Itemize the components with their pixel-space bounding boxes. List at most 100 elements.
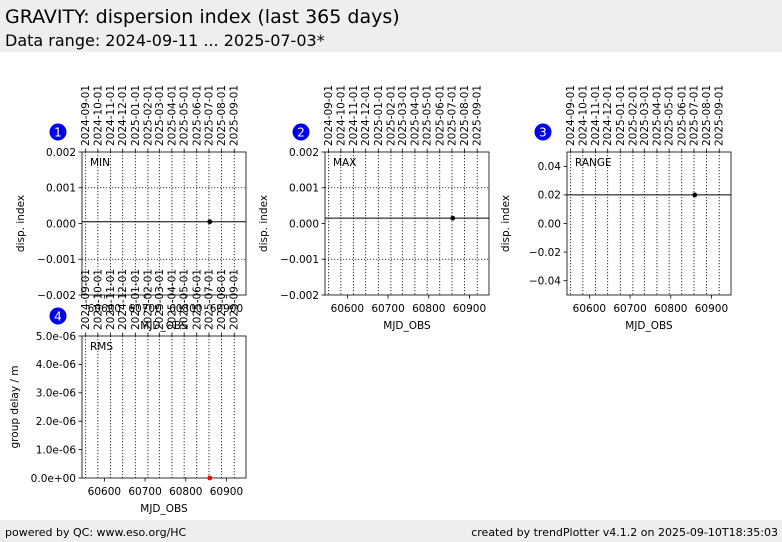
x-tick-label: 60600 [331, 303, 364, 315]
footer-created-by: created by trendPlotter v4.1.2 on 2025-0… [471, 526, 778, 539]
date-tick-label: 2025-09-01 [472, 85, 484, 146]
footer-powered-by: powered by QC: www.eso.org/HC [5, 526, 187, 539]
chart-panel-1: 2024-09-01 2024-10-01 2024-11-01 2024-12-01… [15, 85, 247, 332]
data-point [450, 215, 456, 221]
date-tick-label: 2025-01-01 [615, 85, 627, 146]
x-tick-label: 60700 [128, 303, 161, 315]
date-tick-label: 2025-03-01 [154, 269, 166, 330]
y-tick-label: 1.0e-06 [36, 444, 77, 456]
chart-panel-2: 2024-09-01 2024-10-01 2024-11-01 2024-12-01… [258, 85, 490, 332]
date-tick-label: 2025-06-01 [434, 85, 446, 146]
y-tick-label: 0.001 [46, 183, 76, 195]
y-axis-label: disp. index [15, 195, 27, 252]
date-tick-label: 2024-11-01 [590, 85, 602, 146]
date-tick-label: 2024-12-01 [360, 85, 372, 146]
date-tick-label: 2025-06-01 [676, 85, 688, 146]
panel-number-badge [49, 123, 67, 141]
date-tick-label: 2024-11-01 [105, 85, 117, 146]
y-tick-label: −0.002 [280, 290, 319, 302]
y-tick-label: 0.02 [538, 190, 561, 202]
y-tick-label: 0.000 [289, 218, 319, 230]
y-tick-label: 0.04 [538, 161, 562, 173]
x-tick-label: 60700 [613, 303, 646, 315]
y-axis-label: disp. index [258, 195, 270, 252]
date-tick-label: 2025-05-01 [179, 85, 191, 146]
x-tick-label: 60700 [128, 486, 161, 498]
date-tick-label: 2024-12-01 [117, 269, 129, 330]
date-tick-label: 2024-12-01 [602, 85, 614, 146]
panel-label: RANGE [575, 157, 612, 169]
y-tick-label: 3.0e-06 [36, 388, 77, 400]
date-tick-label: 2024-09-01 [565, 85, 577, 146]
data-point [207, 219, 213, 225]
date-tick-label: 2025-01-01 [130, 85, 142, 146]
x-tick-label: 60900 [695, 303, 728, 315]
date-tick-label: 2025-08-01 [459, 85, 471, 146]
date-tick-label: 2025-02-01 [142, 85, 154, 146]
y-tick-label: 0.000 [46, 218, 76, 230]
x-axis-label: MJD_OBS [140, 503, 188, 515]
date-tick-label: 2025-08-01 [216, 85, 228, 146]
date-tick-label: 2024-10-01 [335, 85, 347, 146]
date-tick-label: 2025-09-01 [714, 85, 726, 146]
panel-number-badge [292, 123, 310, 141]
panel-label: RMS [90, 341, 113, 353]
date-tick-label: 2025-09-01 [229, 269, 241, 330]
date-tick-label: 2025-09-01 [229, 85, 241, 146]
y-tick-label: 0.002 [289, 147, 319, 159]
x-axis-label: MJD_OBS [383, 320, 431, 332]
date-tick-label: 2025-05-01 [664, 85, 676, 146]
date-tick-label: 2024-10-01 [92, 269, 104, 330]
date-tick-label: 2025-06-01 [191, 85, 203, 146]
x-tick-label: 60800 [169, 303, 202, 315]
date-tick-label: 2024-12-01 [117, 85, 129, 146]
data-range-subtitle: Data range: 2024-09-11 ... 2025-07-03* [5, 31, 325, 50]
date-tick-label: 2025-08-01 [216, 269, 228, 330]
x-tick-label: 60600 [88, 303, 121, 315]
date-tick-label: 2025-04-01 [166, 85, 178, 146]
x-tick-label: 60900 [210, 303, 243, 315]
panel-label: MIN [90, 157, 110, 169]
date-tick-label: 2025-04-01 [166, 269, 178, 330]
page-title: GRAVITY: dispersion index (last 365 days… [5, 6, 400, 28]
chart-panel-4: 2024-09-01 2024-10-01 2024-11-01 2024-12-01… [9, 269, 247, 515]
header-bar: GRAVITY: dispersion index (last 365 days… [0, 0, 782, 52]
y-tick-label: 0.002 [46, 147, 76, 159]
x-tick-label: 60900 [453, 303, 486, 315]
date-tick-label: 2024-09-01 [80, 269, 92, 330]
date-tick-label: 2025-08-01 [701, 85, 713, 146]
date-tick-label: 2025-02-01 [627, 85, 639, 146]
date-tick-label: 2025-04-01 [651, 85, 663, 146]
date-tick-label: 2025-05-01 [422, 85, 434, 146]
y-tick-label: 0.0e+00 [31, 473, 76, 485]
x-tick-label: 60800 [412, 303, 445, 315]
y-tick-label: −0.001 [280, 254, 319, 266]
y-axis-label: group delay / m [9, 366, 21, 449]
y-tick-label: 0.001 [289, 183, 319, 195]
footer-bar: powered by QC: www.eso.org/HC created by… [0, 520, 782, 542]
date-tick-label: 2025-03-01 [154, 85, 166, 146]
date-tick-label: 2025-06-01 [191, 269, 203, 330]
panel-label: MAX [333, 157, 356, 169]
date-tick-label: 2024-10-01 [577, 85, 589, 146]
panel-number: 3 [539, 126, 547, 140]
x-axis-label: MJD_OBS [625, 320, 673, 332]
date-tick-label: 2025-07-01 [688, 85, 700, 146]
date-tick-label: 2025-01-01 [373, 85, 385, 146]
date-tick-label: 2025-03-01 [397, 85, 409, 146]
date-tick-label: 2025-01-01 [130, 269, 142, 330]
x-tick-label: 60600 [573, 303, 606, 315]
panel-number-badge [534, 123, 552, 141]
data-point [207, 475, 213, 481]
x-tick-label: 60900 [210, 486, 243, 498]
data-point [692, 192, 698, 198]
x-tick-label: 60800 [654, 303, 687, 315]
y-tick-label: 5.0e-06 [36, 331, 77, 343]
y-tick-label: −0.002 [37, 290, 76, 302]
date-tick-label: 2025-07-01 [203, 269, 215, 330]
date-tick-label: 2024-11-01 [348, 85, 360, 146]
date-tick-label: 2025-03-01 [639, 85, 651, 146]
y-axis-label: disp. index [500, 195, 512, 252]
date-tick-label: 2024-09-01 [323, 85, 335, 146]
